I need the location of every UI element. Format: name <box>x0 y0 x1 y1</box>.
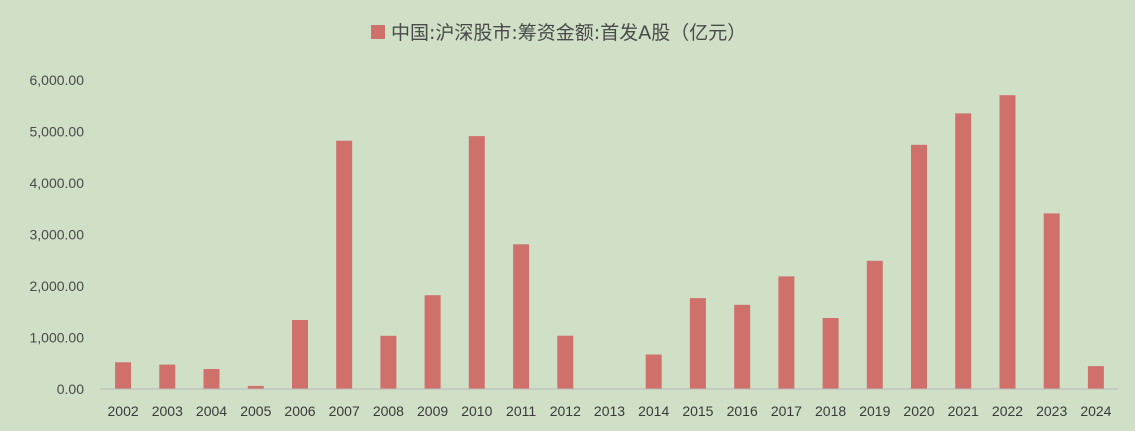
legend: 中国:沪深股市:筹资金额:首发A股（亿元） <box>371 22 746 44</box>
x-tick-label: 2013 <box>594 403 625 419</box>
bar-2014 <box>645 354 662 389</box>
x-tick-label: 2017 <box>771 403 802 419</box>
bar-2008 <box>380 335 397 389</box>
x-tick-label: 2020 <box>903 403 934 419</box>
y-axis: 0.00 1,000.00 2,000.00 3,000.00 4,000.00 5,00… <box>30 72 85 397</box>
x-tick-label: 2006 <box>284 403 315 419</box>
x-tick-label: 2022 <box>992 403 1023 419</box>
legend-swatch <box>371 25 385 39</box>
bar-2005 <box>247 385 264 389</box>
x-tick-label: 2015 <box>682 403 713 419</box>
x-tick-label: 2019 <box>859 403 890 419</box>
x-tick-label: 2003 <box>152 403 183 419</box>
bar-2003 <box>159 364 176 389</box>
y-tick-label: 6,000.00 <box>30 72 85 88</box>
x-tick-label: 2023 <box>1036 403 1067 419</box>
x-tick-label: 2016 <box>727 403 758 419</box>
x-tick-label: 2004 <box>196 403 227 419</box>
bar-2012 <box>557 335 574 389</box>
bar-2022 <box>999 95 1016 389</box>
bar-2006 <box>292 320 308 389</box>
bar-2019 <box>866 260 883 389</box>
y-tick-label: 0.00 <box>57 381 84 397</box>
bar-2015 <box>689 298 706 389</box>
bar-2017 <box>778 276 795 389</box>
bar-2020 <box>911 144 927 389</box>
x-tick-label: 2024 <box>1080 403 1111 419</box>
bar-2024 <box>1087 366 1104 389</box>
bar-2004 <box>203 369 220 389</box>
bar-2018 <box>822 318 839 389</box>
bar-2016 <box>734 304 751 389</box>
x-tick-label: 2008 <box>373 403 404 419</box>
x-tick-label: 2012 <box>550 403 581 419</box>
bar-2023 <box>1043 213 1060 389</box>
bar-2011 <box>513 244 530 389</box>
bar-2007 <box>336 140 353 389</box>
x-tick-label: 2007 <box>329 403 360 419</box>
y-tick-label: 4,000.00 <box>30 175 85 191</box>
bar-2021 <box>955 113 972 390</box>
x-tick-label: 2005 <box>240 403 271 419</box>
bar-2009 <box>424 295 441 389</box>
bar-2010 <box>468 136 485 389</box>
x-axis: 2002 2003 2004 2005 2006 2007 2008 2009 2010 2011… <box>108 403 1112 419</box>
y-tick-label: 5,000.00 <box>30 124 85 140</box>
bar-2002 <box>115 362 132 389</box>
x-tick-label: 2009 <box>417 403 448 419</box>
x-tick-label: 2011 <box>506 403 536 419</box>
y-tick-label: 1,000.00 <box>30 330 85 346</box>
x-tick-label: 2014 <box>638 403 669 419</box>
legend-label: 中国:沪深股市:筹资金额:首发A股（亿元） <box>391 22 746 44</box>
bars <box>115 95 1104 390</box>
x-tick-label: 2002 <box>108 403 139 419</box>
y-tick-label: 2,000.00 <box>30 278 85 294</box>
x-tick-label: 2018 <box>815 403 846 419</box>
x-tick-label: 2021 <box>948 403 979 419</box>
y-tick-label: 3,000.00 <box>30 227 85 243</box>
x-tick-label: 2010 <box>461 403 492 419</box>
